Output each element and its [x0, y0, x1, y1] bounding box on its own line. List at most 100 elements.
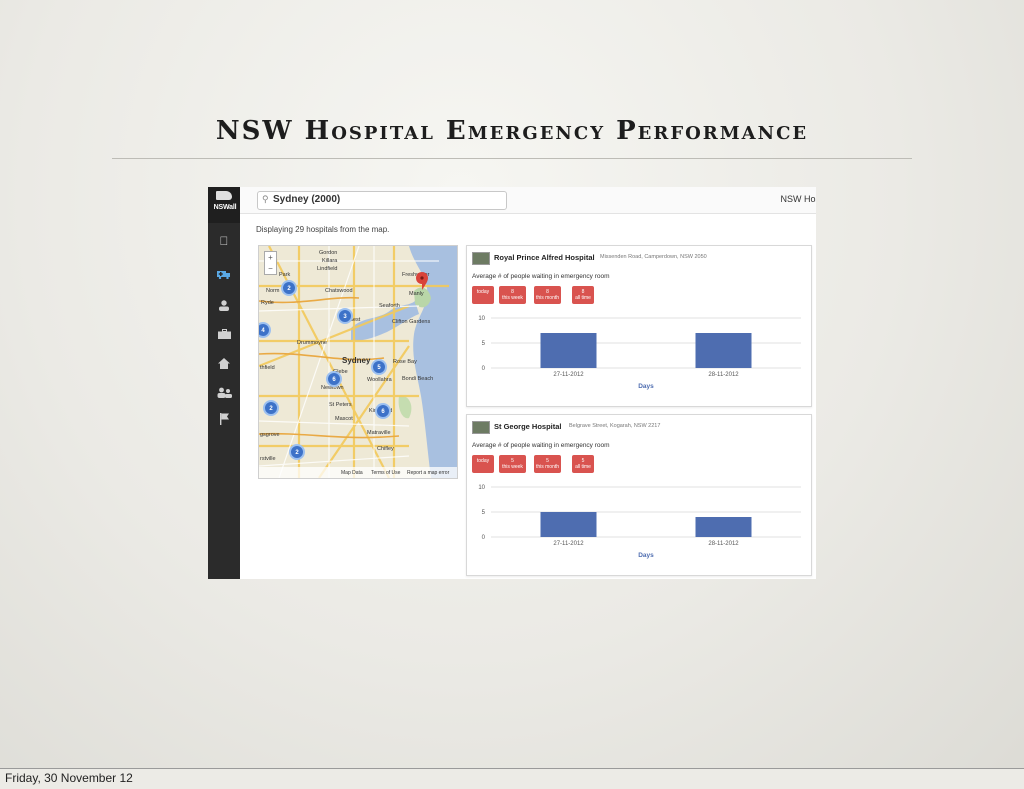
- hospital-cluster[interactable]: 3: [337, 308, 353, 324]
- sidebar: NSWall : [208, 187, 240, 579]
- hospital-cluster[interactable]: 2: [289, 444, 305, 460]
- hospital-name[interactable]: St George Hospital: [494, 422, 562, 431]
- svg-text:2: 2: [287, 286, 291, 292]
- svg-text:2: 2: [269, 406, 273, 412]
- y-tick-label: 10: [478, 485, 485, 491]
- svg-text:6: 6: [332, 377, 336, 383]
- hospital-address: Belgrave Street, Kogarah, NSW 2217: [569, 423, 661, 429]
- x-tick-label: 27-11-2012: [553, 541, 584, 547]
- hospital-thumbnail: [472, 421, 490, 434]
- stat-badge-week[interactable]: 8 this week: [499, 286, 526, 304]
- hospital-cluster[interactable]: 6: [375, 403, 391, 419]
- ocean: [409, 246, 457, 478]
- slide-footer: Friday, 30 November 12: [0, 768, 1024, 789]
- people-icon[interactable]: [208, 380, 240, 404]
- place-label: Sydney: [342, 356, 371, 365]
- waiting-bar-chart: 0 5 10 27-11-2012 28-11-2012 Days: [478, 316, 801, 390]
- search-input[interactable]: ⚲ Sydney (2000): [257, 191, 507, 210]
- stat-badge-all-time[interactable]: 5 all time: [572, 455, 594, 473]
- place-label: gsgrove: [260, 432, 280, 438]
- waiting-bar-chart: 0 5 10 27-11-2012 28-11-2012 Days: [478, 485, 801, 559]
- place-label: Park: [279, 272, 291, 278]
- stat-badge-today[interactable]: today: [472, 455, 494, 473]
- bar: [540, 512, 597, 537]
- report-map-error-link[interactable]: Report a map error: [407, 470, 450, 476]
- zoom-out-button[interactable]: −: [268, 264, 273, 273]
- briefcase-icon[interactable]: [208, 322, 240, 346]
- x-axis-title: Days: [638, 383, 654, 390]
- place-label: Killara: [322, 258, 338, 264]
- hospital-cluster[interactable]: 4: [259, 322, 271, 338]
- place-label: Matraville: [367, 430, 391, 436]
- hospital-card: St George Hospital Belgrave Street, Koga…: [466, 414, 812, 576]
- apple-icon[interactable]: : [208, 229, 240, 253]
- hospital-address: Missenden Road, Camperdown, NSW 2050: [600, 254, 707, 260]
- x-tick-label: 27-11-2012: [553, 372, 584, 378]
- hospital-card: Royal Prince Alfred Hospital Missenden R…: [466, 245, 812, 407]
- place-label: Chatswood: [325, 288, 353, 294]
- harbour: [351, 301, 419, 341]
- map-pin-icon[interactable]: [416, 272, 428, 290]
- y-tick-label: 0: [482, 535, 486, 541]
- bar: [540, 333, 597, 368]
- place-label: Woollahra: [367, 377, 393, 383]
- stat-badge-month[interactable]: 5 this month: [534, 455, 561, 473]
- place-label: Clifton Gardens: [392, 319, 430, 325]
- title-divider: [112, 158, 912, 159]
- place-label: Drummoyne: [297, 340, 327, 346]
- status-text: Displaying 29 hospitals from the map.: [256, 225, 390, 234]
- place-label: Rose Bay: [393, 359, 417, 365]
- place-label: thfield: [260, 365, 275, 371]
- park: [398, 395, 412, 419]
- place-label: Newtown: [321, 385, 344, 391]
- zoom-controls: + −: [264, 251, 277, 275]
- person-icon[interactable]: [208, 293, 240, 317]
- hospital-cluster[interactable]: 5: [371, 359, 387, 375]
- hospital-name[interactable]: Royal Prince Alfred Hospital: [494, 253, 595, 262]
- headland: [414, 287, 431, 308]
- place-label: St Peters: [329, 402, 352, 408]
- place-label: Glebe: [333, 369, 348, 375]
- metric-label: Average # of people waiting in emergency…: [472, 442, 610, 449]
- nsw-map-icon: [216, 191, 232, 200]
- stat-badge-week[interactable]: 5 this week: [499, 455, 526, 473]
- brand-label[interactable]: NSW Hos: [780, 194, 816, 204]
- hospital-cluster[interactable]: 2: [263, 400, 279, 416]
- map-data-link[interactable]: Map Data: [341, 470, 363, 476]
- place-label: Ryde: [261, 300, 274, 306]
- zoom-in-button[interactable]: +: [268, 253, 273, 262]
- app-logo[interactable]: NSWall: [208, 187, 240, 223]
- stat-badge-all-time[interactable]: 8 all time: [572, 286, 594, 304]
- ambulance-icon[interactable]: [208, 262, 240, 286]
- x-tick-label: 28-11-2012: [708, 372, 739, 378]
- search-value: Sydney (2000): [273, 194, 341, 205]
- x-axis-title: Days: [638, 552, 654, 559]
- hospital-thumbnail: [472, 252, 490, 265]
- place-label: Freshwater: [402, 272, 430, 278]
- top-bar: ⚲ Sydney (2000) NSW Hos: [240, 187, 816, 214]
- metric-label: Average # of people waiting in emergency…: [472, 273, 610, 280]
- hospital-cluster[interactable]: 2: [281, 280, 297, 296]
- place-label: rstville: [260, 456, 276, 462]
- place-label: Norm: [266, 288, 280, 294]
- hospital-map[interactable]: Gordon Killara Lindfield Norm Ryde Chats…: [258, 245, 458, 479]
- place-label: Chifley: [377, 446, 394, 452]
- hospital-cluster[interactable]: 6: [326, 371, 342, 387]
- svg-text:5: 5: [377, 365, 381, 371]
- terms-link[interactable]: Terms of Use: [371, 470, 401, 476]
- app-screenshot: NSWall  ⚲ Sydney (2000) NSW Hos Display…: [208, 187, 816, 579]
- footer-date: Friday, 30 November 12: [5, 771, 133, 785]
- y-tick-label: 5: [482, 341, 486, 347]
- logo-text: NSWall: [213, 204, 237, 211]
- bar: [695, 517, 752, 537]
- flag-icon[interactable]: [208, 407, 240, 431]
- place-label: Nest: [349, 317, 361, 323]
- home-icon[interactable]: [208, 351, 240, 375]
- stat-badge-today[interactable]: today: [472, 286, 494, 304]
- place-label: Gordon: [319, 250, 337, 256]
- bar: [695, 333, 752, 368]
- y-tick-label: 0: [482, 366, 486, 372]
- slide-title: NSW Hospital Emergency Performance: [215, 116, 809, 146]
- map-graphic[interactable]: Gordon Killara Lindfield Norm Ryde Chats…: [259, 246, 457, 478]
- stat-badge-month[interactable]: 8 this month: [534, 286, 561, 304]
